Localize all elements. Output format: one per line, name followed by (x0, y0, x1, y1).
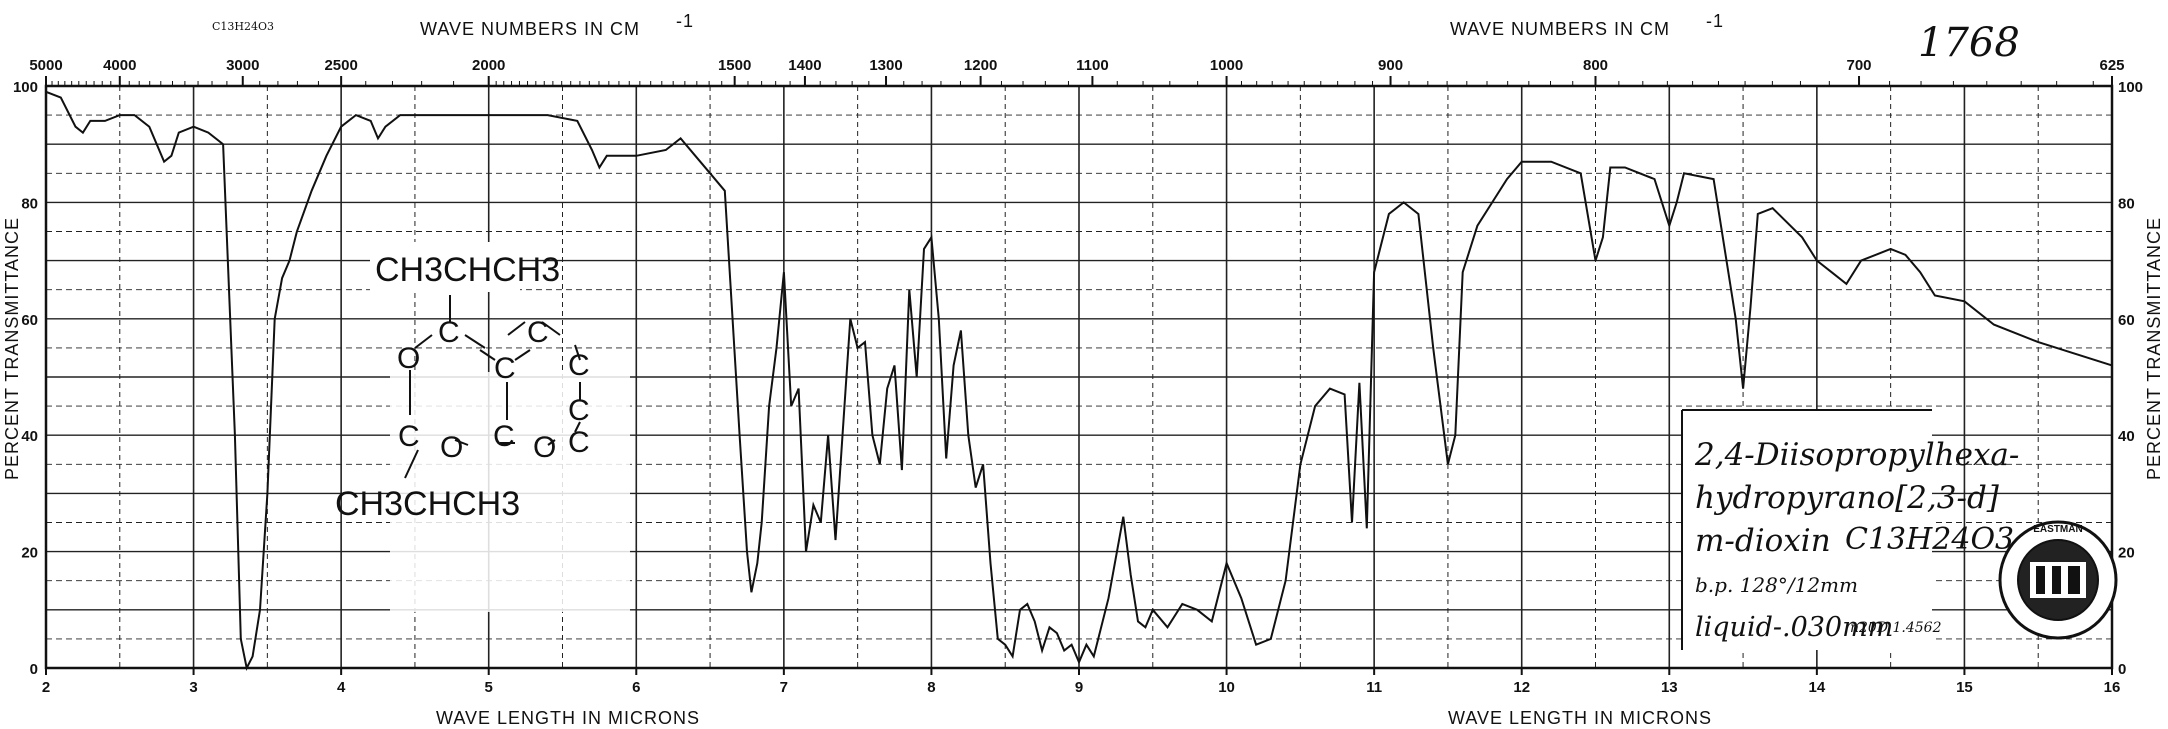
wavenumber-tick-label: 800 (1583, 57, 1608, 74)
wavenumber-tick-label: 900 (1378, 57, 1403, 74)
structure-bonds (404, 295, 581, 479)
compound-label-box: 2,4-Diisopropylhexa- hydropyrano[2,3-d] … (1681, 409, 2019, 650)
catalog-number: 1768 (1918, 20, 2020, 66)
x-tick-label: 12 (1513, 679, 1530, 696)
y-axis-title-right: PERCENT TRANSMITTANCE (2144, 217, 2164, 480)
compound-name-line-1: 2,4-Diisopropylhexa- (1694, 437, 2019, 473)
company-seal: EASTMAN (1998, 520, 2118, 640)
x-tick-label: 4 (337, 679, 346, 696)
x-tick-label: 11 (1366, 679, 1382, 696)
y-tick-label-left: 80 (21, 195, 38, 212)
y-tick-label-left: 100 (13, 79, 38, 96)
axis-ticks (45, 76, 2113, 675)
x-tick-label: 6 (632, 679, 640, 696)
compound-name-line-2: hydropyrano[2,3-d] (1695, 480, 2000, 516)
y-tick-label-right: 80 (2118, 195, 2135, 212)
ring-atom-o3: O (533, 431, 556, 464)
structure-bottom-chain: CH3CHCH3 (335, 485, 520, 523)
ring-atom-c6: C (493, 420, 515, 453)
wavenumber-tick-label: 1100 (1076, 57, 1109, 74)
y-tick-label-left: 60 (21, 312, 38, 329)
boiling-point: b.p. 128°/12mm (1695, 573, 1858, 597)
wavenumber-tick-label: 2500 (324, 57, 357, 74)
x-tick-label: 8 (927, 679, 935, 696)
compound-name-line-3: m-dioxin (1695, 523, 1831, 559)
ring-atom-c4: C (568, 349, 590, 382)
x-tick-label: 2 (42, 679, 50, 696)
transmittance-curve (45, 90, 2113, 672)
y-tick-label-right: 100 (2118, 79, 2143, 96)
wavenumber-tick-label: 1000 (1210, 57, 1243, 74)
bottom-axis-title-right: WAVE LENGTH IN MICRONS (1448, 708, 1712, 728)
wavenumber-tick-label: 3000 (226, 57, 259, 74)
top-axis-title-left: WAVE NUMBERS IN CM (420, 19, 640, 39)
wavenumber-tick-label: 1200 (964, 57, 997, 74)
y-tick-label-left: 40 (21, 428, 38, 445)
x-tick-label: 16 (2104, 679, 2121, 696)
x-tick-label: 15 (1956, 679, 1973, 696)
top-axis-sup-left: -1 (676, 11, 694, 31)
ring-atom-c8: C (568, 426, 590, 459)
x-tick-label: 3 (189, 679, 197, 696)
x-tick-label: 13 (1661, 679, 1678, 696)
wavenumber-tick-label: 625 (2099, 57, 2124, 74)
x-tick-label: 10 (1218, 679, 1235, 696)
y-axis-title-left: PERCENT TRANSMITTANCE (2, 217, 22, 480)
wavenumber-tick-label: 700 (1847, 57, 1872, 74)
x-tick-label: 14 (1809, 679, 1826, 696)
y-tick-label-right: 20 (2118, 545, 2135, 562)
wavenumber-tick-label: 1500 (718, 57, 751, 74)
wavenumber-tick-label: 1300 (869, 57, 902, 74)
y-tick-label-left: 0 (30, 661, 38, 678)
ring-atom-c7: C (568, 394, 590, 427)
structure-top-chain: CH3CHCH3 (375, 251, 560, 289)
y-tick-label-right: 0 (2118, 661, 2126, 678)
ring-atom-o1: O (397, 342, 420, 375)
sample-description: liquid-.030mm (1695, 612, 1893, 643)
wavenumber-tick-label: 5000 (29, 57, 62, 74)
y-tick-label-right: 60 (2118, 312, 2135, 329)
ring-atom-o2: O (440, 431, 463, 464)
top-axis-title-right: WAVE NUMBERS IN CM (1450, 19, 1670, 39)
y-tick-label-left: 20 (21, 545, 38, 562)
x-tick-label: 9 (1075, 679, 1083, 696)
compound-formula: C13H24O3 (1845, 522, 2014, 557)
y-tick-label-right: 40 (2118, 428, 2135, 445)
refractive-index: n20D 1.4562 (1850, 620, 1942, 636)
seal-text: EASTMAN (2033, 524, 2082, 535)
wavenumber-tick-label: 4000 (103, 57, 136, 74)
x-tick-label: 7 (780, 679, 788, 696)
bottom-axis-title-left: WAVE LENGTH IN MICRONS (436, 708, 700, 728)
top-axis-sup-right: -1 (1706, 11, 1724, 31)
x-tick-label: 5 (485, 679, 493, 696)
structure-drawing: CH3CHCH3 C C C O C C C O C O (335, 242, 630, 612)
ring-atom-c5: C (398, 420, 420, 453)
ring-atom-c3: C (494, 352, 516, 385)
ring-atom-c2: C (527, 316, 549, 349)
wavenumber-tick-label: 2000 (472, 57, 505, 74)
ring-atom-c1: C (438, 316, 460, 349)
wavenumber-tick-label: 1400 (788, 57, 821, 74)
formula-tag: C13H24O3 (212, 20, 274, 33)
